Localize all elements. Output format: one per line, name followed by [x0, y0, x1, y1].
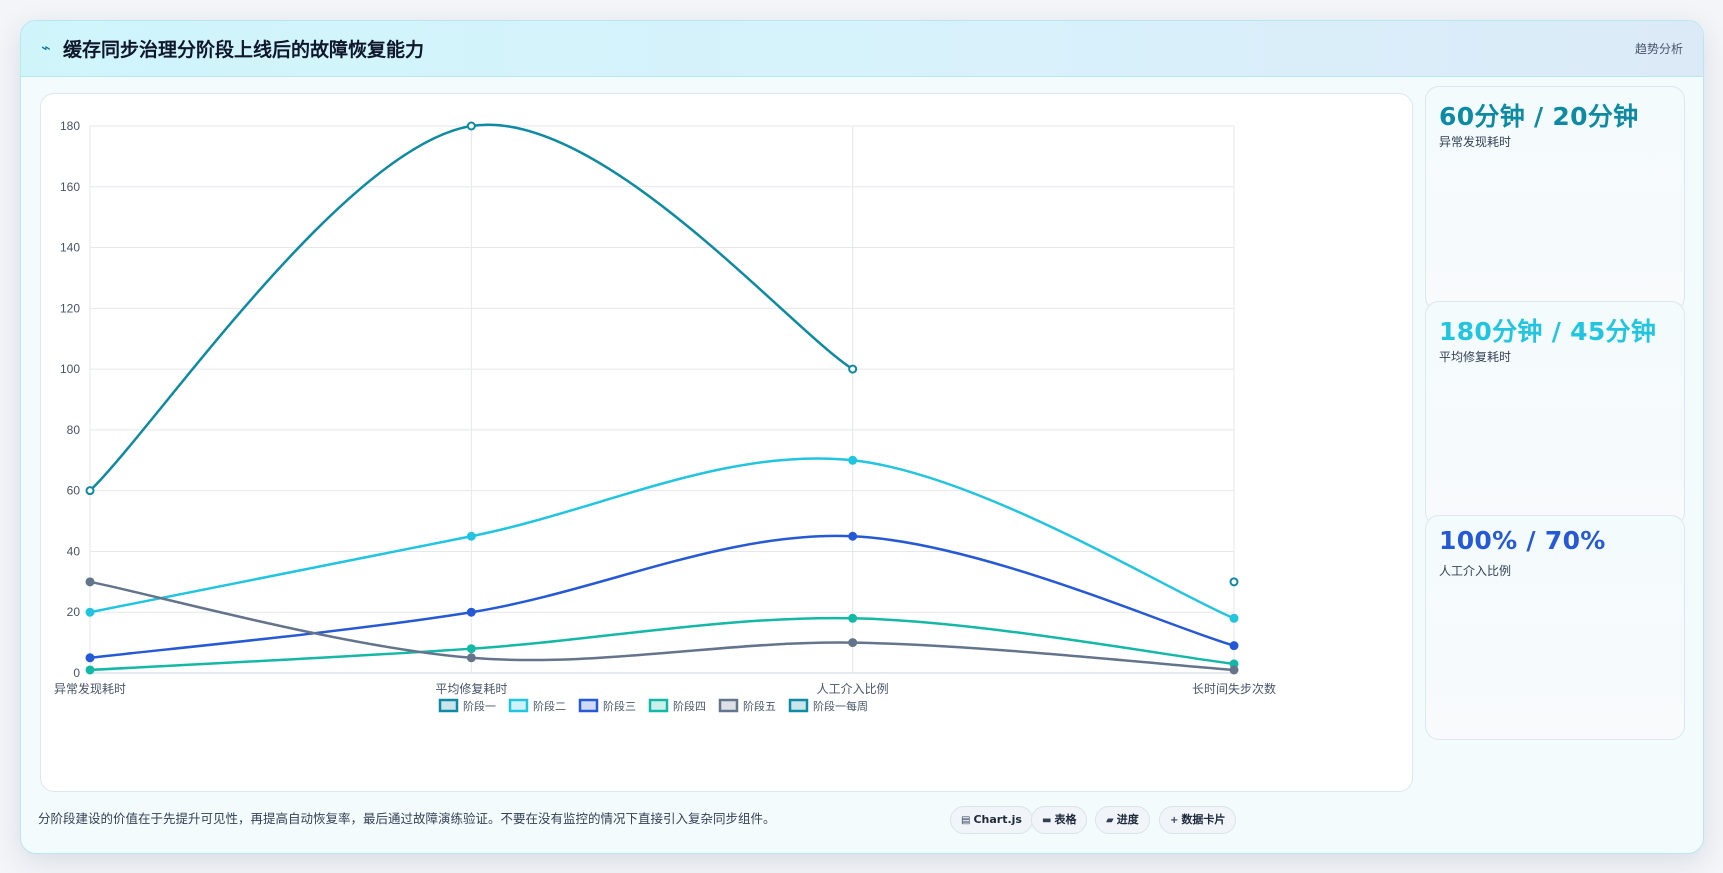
legend-label: 阶段三 — [603, 699, 636, 713]
y-tick-label: 180 — [60, 119, 80, 133]
data-point — [848, 613, 858, 623]
series-line — [89, 580, 1235, 672]
x-tick-label: 人工介入比例 — [817, 682, 889, 696]
data-point — [848, 455, 858, 465]
legend-label: 阶段一 — [463, 699, 496, 713]
card-icon: + — [1170, 815, 1179, 826]
y-tick-label: 120 — [60, 301, 80, 315]
legend-swatch — [718, 698, 739, 713]
legend-swatch — [438, 698, 459, 713]
data-point — [848, 364, 858, 374]
legend-swatch — [578, 698, 599, 713]
series-line — [89, 534, 1235, 660]
data-point — [848, 531, 858, 541]
legend-swatch — [508, 698, 529, 713]
y-tick-label: 40 — [67, 544, 81, 558]
stat-label: 平均修复耗时 — [1439, 350, 1512, 364]
x-tick-label: 平均修复耗时 — [435, 681, 507, 696]
legend-label: 阶段二 — [533, 699, 566, 713]
lightning-icon: ⌁ — [41, 38, 51, 57]
y-tick-label: 60 — [67, 484, 81, 498]
data-point — [466, 121, 476, 131]
data-point — [848, 638, 858, 648]
y-tick-label: 160 — [60, 180, 80, 194]
chip-data-card[interactable]: + 数据卡片 — [1159, 806, 1237, 834]
y-tick-label: 140 — [60, 241, 80, 255]
data-point — [85, 653, 95, 663]
data-point — [85, 665, 95, 675]
legend-swatch — [788, 698, 809, 713]
card-header: ⌁ 缓存同步治理分阶段上线后的故障恢复能力 趋势分析 — [21, 21, 1703, 77]
data-point — [466, 653, 476, 663]
data-point — [85, 607, 95, 617]
data-point — [1229, 577, 1239, 587]
stat-card-manual: 100% / 70% 人工介入比例 — [1425, 515, 1685, 740]
chip-table[interactable]: ▬ 表格 — [1031, 806, 1088, 834]
legend-label: 阶段五 — [743, 699, 776, 713]
data-point — [85, 486, 95, 496]
stat-card-repair: 180分钟 / 45分钟 平均修复耗时 — [1425, 301, 1685, 526]
legend-swatch — [648, 698, 669, 713]
x-tick-label: 异常发现耗时 — [54, 681, 126, 696]
y-tick-label: 0 — [73, 666, 80, 680]
stat-label: 异常发现耗时 — [1439, 135, 1512, 149]
table-icon: ▬ — [1042, 815, 1052, 826]
chart-panel: 0 20 40 60 80 100 120 140 160 180 异常发现耗时 平均修复耗时 人工介入… — [40, 93, 1413, 792]
chip-chartjs[interactable]: ▤ Chart.js — [950, 806, 1033, 834]
trend-analysis-link[interactable]: 趋势分析 — [1634, 42, 1683, 56]
line-chart: 0 20 40 60 80 100 120 140 160 180 异常发现耗时 平均修复耗时 人工介入… — [54, 119, 1276, 713]
progress-icon: ▰ — [1106, 815, 1114, 826]
stat-value: 60分钟 / 20分钟 — [1439, 102, 1639, 131]
stat-card-detection: 60分钟 / 20分钟 异常发现耗时 — [1425, 86, 1685, 311]
series-line — [89, 457, 1235, 620]
page-title: 缓存同步治理分阶段上线后的故障恢复能力 — [63, 39, 425, 61]
dashboard-card: ⌁ 缓存同步治理分阶段上线后的故障恢复能力 趋势分析 0 20 40 60 80 100 1… — [20, 20, 1704, 854]
data-point — [1229, 665, 1239, 675]
x-tick-label: 长时间失步次数 — [1192, 681, 1276, 696]
data-point — [466, 531, 476, 541]
stat-value: 100% / 70% — [1439, 526, 1606, 555]
y-tick-label: 80 — [67, 423, 81, 437]
series-line — [89, 616, 1235, 672]
stat-label: 人工介入比例 — [1439, 564, 1512, 578]
y-tick-label: 20 — [67, 605, 81, 619]
chip-progress[interactable]: ▰ 进度 — [1095, 806, 1150, 834]
y-tick-label: 100 — [60, 362, 80, 376]
data-point — [1229, 613, 1239, 623]
legend-label: 阶段四 — [673, 699, 706, 713]
data-point — [1229, 641, 1239, 651]
data-point — [466, 607, 476, 617]
footer-note: 分阶段建设的价值在于先提升可见性，再提高自动恢复率，最后通过故障演练验证。不要在… — [38, 811, 776, 826]
chart-icon: ▤ — [961, 815, 971, 826]
stat-value: 180分钟 / 45分钟 — [1439, 317, 1657, 346]
legend-label: 阶段一每周 — [813, 699, 868, 713]
data-point — [85, 577, 95, 587]
data-point — [466, 644, 476, 654]
